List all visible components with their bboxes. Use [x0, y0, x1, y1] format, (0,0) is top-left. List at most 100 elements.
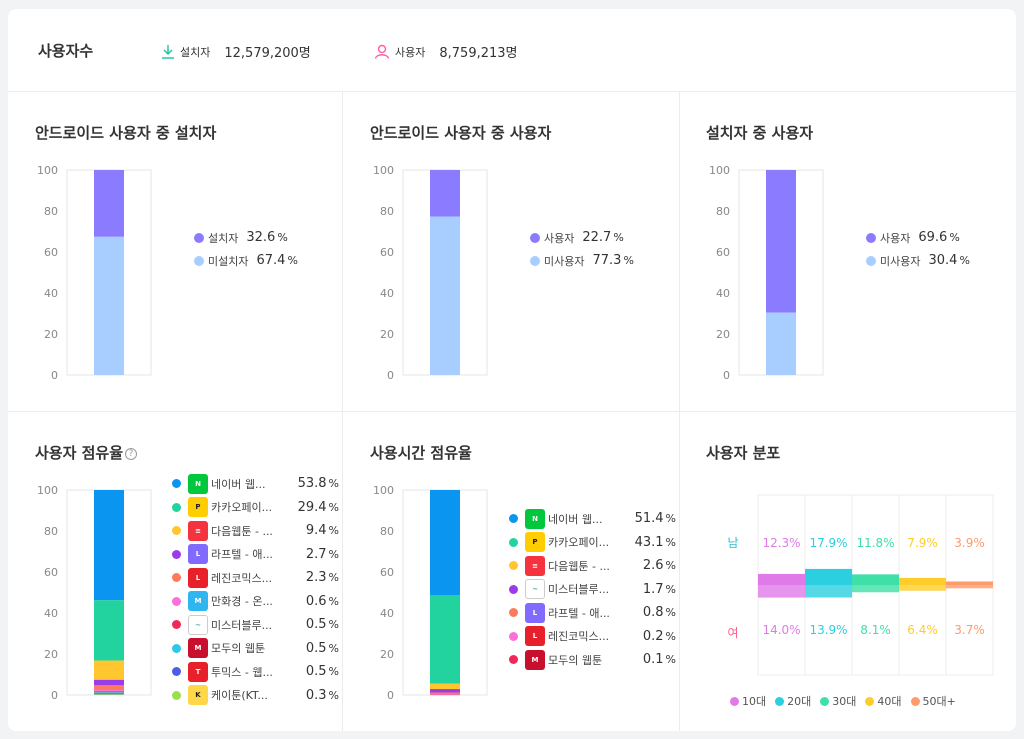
legend-value: 0.8% [642, 605, 676, 621]
legend-item: 20대 [775, 693, 811, 709]
legend-dot [172, 596, 181, 606]
y-tick-label: 0 [51, 689, 58, 702]
female-bar [805, 585, 852, 598]
legend-value: 22.7% [582, 230, 624, 245]
bar-segment [430, 170, 460, 217]
female-value-label: 8.1% [860, 623, 891, 637]
male-bar [805, 568, 852, 585]
bar-segment [94, 692, 124, 694]
bar-segment [430, 595, 460, 684]
legend-value: 1.7% [642, 581, 676, 597]
legend-user-share: N 네이버 웹... 53.8% P 카카오페이... 29.4% ≡ 다음웹툰 - ... 9… [172, 472, 339, 707]
legend-value: 51.4% [634, 511, 676, 527]
help-icon[interactable]: ? [125, 447, 138, 460]
legend-label: 20대 [787, 695, 812, 708]
y-tick-label: 40 [44, 607, 58, 620]
legend-item: 30대 [820, 693, 856, 709]
legend-item: L 레진코믹스... 2.3% [172, 566, 339, 590]
app-name: 카카오페이... [548, 536, 610, 550]
male-value-label: 11.8% [856, 536, 894, 550]
female-label: 여 [727, 626, 738, 640]
y-tick-label: 0 [387, 369, 394, 382]
toomics-icon: T [188, 661, 208, 682]
legend-item: M 모두의 웹툰 0.1% [509, 648, 676, 672]
bar-segment [94, 660, 124, 680]
legend-dot [509, 655, 518, 665]
bar-segment [430, 694, 460, 696]
y-tick-label: 100 [709, 164, 730, 177]
app-name: 다음웹툰 - ... [548, 559, 610, 573]
male-bar [852, 574, 899, 585]
legend-unit: % [665, 582, 676, 596]
legend-value: 0.1% [642, 652, 676, 668]
male-value-label: 7.9% [907, 536, 938, 550]
legend-value: 0.5% [305, 617, 339, 633]
chart-installer-users: 0 20 40 60 80 100 [709, 164, 824, 382]
legend-dot [530, 232, 540, 243]
manhwakyung-icon: M [188, 591, 208, 612]
legend-item: M 모두의 웹툰 0.5% [172, 637, 339, 661]
legend-item: L 라프텔 - 애... 2.7% [172, 543, 339, 567]
legend-value: 77.3% [592, 253, 634, 268]
female-value-label: 3.7% [954, 623, 985, 637]
legend-value: 2.7% [305, 546, 339, 562]
legend-item: L 라프텔 - 애... 0.8% [509, 601, 676, 625]
dashboard-card: 사용자수 설치자 12,579,200명 사용자 8,759,213명 안드로이… [8, 9, 1016, 731]
male-bar [946, 581, 993, 585]
legend-item: ~ 미스터블루... 0.5% [172, 613, 339, 637]
y-tick-label: 20 [44, 328, 58, 341]
y-tick-label: 80 [44, 525, 58, 538]
bar-segment [94, 679, 124, 686]
legend-value: 53.8% [297, 476, 339, 492]
legend-unit: % [959, 254, 970, 267]
user-share-title-text: 사용자 점유율 [35, 444, 124, 462]
y-tick-label: 100 [373, 484, 394, 497]
legend-label: 사용자 [880, 231, 911, 245]
legend-value: 67.4% [256, 253, 298, 268]
bar-segment [94, 685, 124, 691]
legend-value: 0.5% [305, 664, 339, 680]
legend-android-installs: 설치자 32.6% 미설치자 67.4% [194, 226, 324, 272]
legend-android-users: 사용자 22.7% 미사용자 77.3% [530, 226, 660, 272]
male-value-label: 3.9% [954, 536, 985, 550]
y-tick-label: 100 [373, 164, 394, 177]
legend-dot [865, 696, 875, 706]
y-tick-label: 0 [387, 689, 394, 702]
legend-label: 사용자 [544, 231, 575, 245]
legend-unit: % [328, 618, 339, 632]
y-tick-label: 20 [716, 328, 730, 341]
legend-dot [509, 631, 518, 641]
legend-user-distribution: 10대 20대 30대 40대 50대+ [730, 693, 965, 709]
legend-item: K 케이툰(KT... 0.3% [172, 684, 339, 708]
app-name: 만화경 - 온... [211, 595, 273, 609]
female-bar [946, 585, 993, 589]
female-bar [758, 585, 805, 598]
legend-dot [509, 608, 518, 618]
installs-value: 12,579,200명 [224, 46, 311, 61]
app-name: 라프텔 - 애... [548, 606, 610, 620]
panel-title-android-users: 안드로이드 사용자 중 사용자 [370, 124, 552, 142]
legend-dot [172, 690, 181, 700]
legend-value: 9.4% [305, 523, 339, 539]
legend-item: 미사용자 30.4% [866, 249, 996, 272]
legend-unit: % [328, 594, 339, 608]
legend-dot [172, 667, 181, 677]
legend-unit: % [665, 653, 676, 667]
bar-segment [94, 690, 124, 692]
legend-unit: % [623, 254, 634, 267]
legend-label: 40대 [877, 695, 902, 708]
legend-unit: % [665, 559, 676, 573]
y-tick-label: 60 [380, 246, 394, 259]
legend-unit: % [287, 254, 298, 267]
legend-item: ≡ 다음웹툰 - ... 2.6% [509, 554, 676, 578]
users-value: 8,759,213명 [439, 46, 518, 61]
legend-item: N 네이버 웹... 53.8% [172, 472, 339, 496]
legend-item: 10대 [730, 693, 766, 709]
legend-item: ≡ 다음웹툰 - ... 9.4% [172, 519, 339, 543]
installs-stat: 설치자 12,579,200명 [161, 42, 311, 61]
female-bar [899, 585, 946, 591]
user-count-title: 사용자수 [38, 42, 94, 60]
users-label: 사용자 [395, 45, 426, 59]
female-value-label: 13.9% [809, 623, 847, 637]
legend-label: 50대+ [922, 695, 956, 708]
